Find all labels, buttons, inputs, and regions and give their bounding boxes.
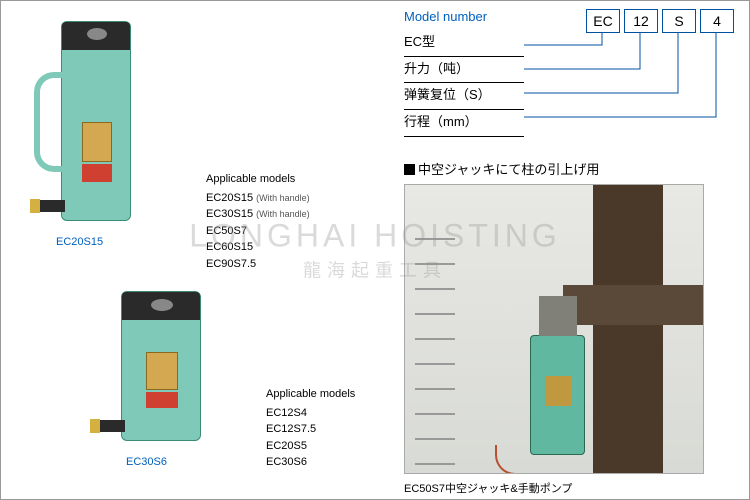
list-item: EC60S15 <box>206 239 310 256</box>
list-item: EC20S5 <box>266 438 355 455</box>
code-ec: EC <box>586 9 620 33</box>
application-title: 中空ジャッキにて柱の引上げ用 <box>404 159 734 178</box>
photo-caption: EC50S7中空ジャッキ&手動ポンプ <box>404 480 734 496</box>
code-spring: S <box>662 9 696 33</box>
list-item: EC12S4 <box>266 405 355 422</box>
model-code-boxes: EC 12 S 4 <box>586 9 734 33</box>
connector-diagram <box>524 33 734 143</box>
param-type: EC型 <box>404 30 524 57</box>
param-stroke: 行程（mm） <box>404 110 524 137</box>
models2-title: Applicable models <box>266 386 355 403</box>
jack-image-2 <box>121 291 201 441</box>
application-photo <box>404 184 704 474</box>
list-item: EC20S15 (With handle) <box>206 190 310 207</box>
code-stroke: 4 <box>700 9 734 33</box>
list-item: EC90S7.5 <box>206 256 310 273</box>
applicable-models-1: Applicable models EC20S15 (With handle) … <box>206 171 310 272</box>
param-spring: 弹簧复位（S） <box>404 83 524 110</box>
models1-title: Applicable models <box>206 171 310 188</box>
list-item: EC50S7 <box>206 223 310 240</box>
code-capacity: 12 <box>624 9 658 33</box>
list-item: EC12S7.5 <box>266 421 355 438</box>
list-item: EC30S15 (With handle) <box>206 206 310 223</box>
list-item: EC30S6 <box>266 454 355 471</box>
jack2-caption: EC30S6 <box>126 456 167 468</box>
square-bullet-icon <box>404 164 415 175</box>
applicable-models-2: Applicable models EC12S4 EC12S7.5 EC20S5… <box>266 386 355 471</box>
jack1-caption: EC20S15 <box>56 236 103 248</box>
jack-image-1 <box>61 21 131 221</box>
param-capacity: 升力（吨） <box>404 57 524 84</box>
